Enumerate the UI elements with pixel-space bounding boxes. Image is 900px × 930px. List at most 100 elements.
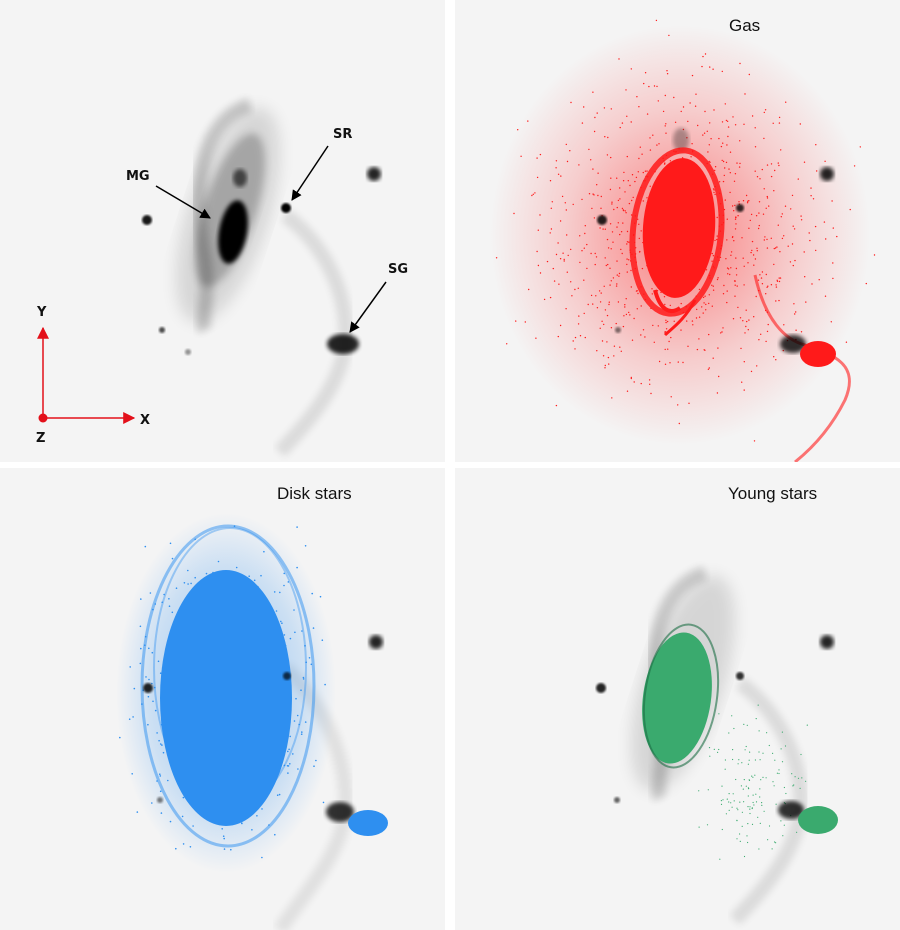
particle [754,759,756,761]
particle [792,785,794,787]
field-star [615,327,621,333]
particle [738,759,740,761]
particle [718,713,720,715]
particle [721,828,723,831]
particle [772,752,774,754]
gas-tidal-stream [753,274,851,462]
particle [728,732,730,734]
particle [736,807,738,809]
disk-stars-core [160,570,292,826]
particle [721,785,723,787]
panel-gas: Gas [455,0,900,462]
axis-x-label: X [140,413,150,428]
particle [555,404,558,407]
particle [765,777,767,779]
particle [774,759,776,761]
particle [741,825,743,827]
satellite-remnant [281,203,291,213]
particle [751,775,753,777]
young-stars-image [455,468,900,930]
particle [752,776,754,778]
field-star [367,167,381,181]
axis-z-label: Z [36,431,45,446]
particle [709,755,711,757]
particle [737,809,739,811]
particle [743,779,745,781]
satellite-galaxy [326,802,354,822]
particle [741,811,743,813]
panel-galaxy: MG SR SG Y X Z [0,0,445,462]
particle [806,724,808,726]
mg-arrow [155,185,211,219]
axis-y-label: Y [36,305,47,320]
particle [784,745,787,747]
particle [706,824,709,826]
gas-image [455,0,900,462]
particle [749,808,751,810]
particle [783,824,785,826]
young-stars-disk [642,623,720,769]
particle [797,777,800,779]
particle [707,789,709,791]
particle [735,778,737,781]
particle [319,595,322,598]
particle [771,848,773,850]
particle [743,855,746,858]
particle [736,838,738,840]
field-star [673,128,689,152]
particle [793,784,795,786]
particle [774,841,776,843]
particle [751,823,754,825]
panel-title-disk-stars: Disk stars [277,484,352,503]
particle [778,769,780,771]
particle [752,794,754,796]
particle [762,776,764,778]
particle [761,804,763,806]
particle [720,800,722,802]
particle [732,749,734,751]
sr-arrow [291,145,329,201]
particle [747,795,749,797]
panel-title-gas: Gas [729,16,761,35]
particle [698,790,700,792]
particle [708,747,711,749]
particle [740,785,742,787]
particle [730,802,732,804]
particle [732,793,734,795]
particle [655,19,658,22]
field-star [143,683,153,693]
particle [805,780,807,782]
particle [744,749,746,751]
particle [794,776,796,778]
particle [780,820,782,822]
particle [776,772,778,774]
particle [737,763,739,765]
particle [739,801,741,803]
particle [733,800,735,802]
particle [755,801,758,803]
particle [780,748,782,750]
particle [747,787,749,789]
particle [783,786,785,789]
particle [746,724,748,726]
particle [758,730,760,732]
panel-title-young-stars: Young stars [728,484,818,503]
particle [747,841,749,844]
particle [775,803,777,805]
particle [758,848,760,850]
field-star [369,635,383,649]
galaxy-image: MG SR SG Y X Z [0,0,445,462]
particle [698,826,700,828]
particle [724,759,726,761]
particle [755,718,757,720]
particle [724,768,726,770]
particle [722,799,724,801]
particle [768,825,771,827]
particle [759,822,761,824]
particle [751,807,753,809]
particle [775,842,777,844]
disk-stars-image [0,468,445,930]
satellite-galaxy [778,801,804,819]
particle [726,798,728,800]
field-star [596,683,606,693]
